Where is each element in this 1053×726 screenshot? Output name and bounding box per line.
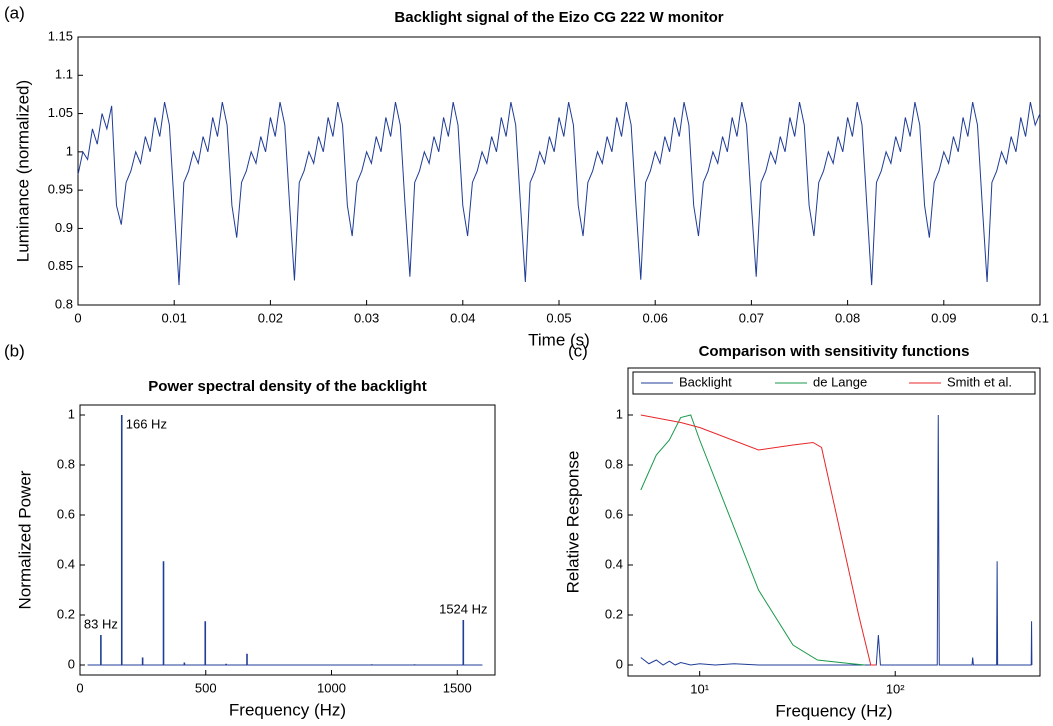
y-tick-label: 1.1: [55, 67, 73, 82]
y-tick-label: 0.6: [57, 506, 75, 521]
data-line: [77, 101, 1041, 286]
x-tick-label: 0: [76, 680, 83, 695]
x-tick-label: 1000: [317, 680, 346, 695]
x-tick-label: 1500: [443, 680, 472, 695]
axes-frame: [79, 404, 496, 676]
annotation: 83 Hz: [84, 616, 118, 631]
panel-label: (c): [568, 341, 588, 360]
y-tick-label: 0: [68, 656, 75, 671]
y-tick-label: 0.8: [55, 296, 73, 311]
x-tick-label: 0.03: [354, 310, 379, 325]
x-axis-label: Frequency (Hz): [775, 701, 892, 720]
axes-frame: [77, 36, 1041, 306]
x-tick-label: 0.02: [258, 310, 283, 325]
y-tick-label: 1: [66, 143, 73, 158]
y-tick-label: 1: [68, 406, 75, 421]
y-tick-label: 0.4: [605, 556, 623, 571]
x-tick-label: 0.07: [739, 310, 764, 325]
x-tick-label: 0.01: [162, 310, 187, 325]
x-tick-label: 0.05: [546, 310, 571, 325]
data-line: [640, 414, 877, 666]
legend-box: [632, 371, 1036, 395]
y-tick-label: 0.4: [57, 556, 75, 571]
y-axis-label: Relative Response: [563, 451, 582, 594]
y-tick-label: 1.15: [48, 28, 73, 43]
y-tick-label: 0.6: [605, 506, 623, 521]
chart-title: Comparison with sensitivity functions: [699, 343, 970, 360]
y-tick-label: 0.2: [605, 606, 623, 621]
legend-label: de Lange: [813, 374, 867, 389]
legend-label: Smith et al.: [947, 374, 1012, 389]
y-tick-label: 0.85: [48, 258, 73, 273]
y-axis-label: Normalized Power: [15, 470, 34, 609]
x-axis-label: Time (s): [528, 330, 590, 349]
annotation: 1524 Hz: [439, 601, 487, 616]
data-line: [640, 414, 865, 666]
y-tick-label: 0.2: [57, 606, 75, 621]
x-tick-label: 0.08: [835, 310, 860, 325]
chart-title: Power spectral density of the backlight: [148, 378, 426, 395]
x-tick-label: 10²: [886, 681, 905, 696]
y-tick-label: 0.8: [57, 456, 75, 471]
x-axis-label: Frequency (Hz): [229, 700, 346, 719]
x-tick-label: 500: [195, 680, 217, 695]
panel-label: (a): [4, 3, 25, 22]
x-tick-label: 0: [74, 310, 81, 325]
x-tick-label: 10¹: [690, 681, 709, 696]
y-tick-label: 0.9: [55, 220, 73, 235]
y-axis-label: Luminance (normalized): [13, 80, 32, 262]
panel-label: (b): [4, 341, 25, 360]
x-tick-label: 0.06: [643, 310, 668, 325]
x-tick-label: 0.04: [450, 310, 475, 325]
y-tick-label: 1: [616, 406, 623, 421]
x-tick-label: 0.1: [1031, 310, 1049, 325]
legend-label: Backlight: [679, 374, 732, 389]
y-tick-label: 0.95: [48, 182, 73, 197]
annotation: 166 Hz: [126, 416, 167, 431]
x-tick-label: 0.09: [931, 310, 956, 325]
y-tick-label: 1.05: [48, 105, 73, 120]
axes-frame: [627, 367, 1041, 677]
chart-title: Backlight signal of the Eizo CG 222 W mo…: [394, 9, 723, 26]
y-tick-label: 0.8: [605, 456, 623, 471]
y-tick-label: 0: [616, 656, 623, 671]
